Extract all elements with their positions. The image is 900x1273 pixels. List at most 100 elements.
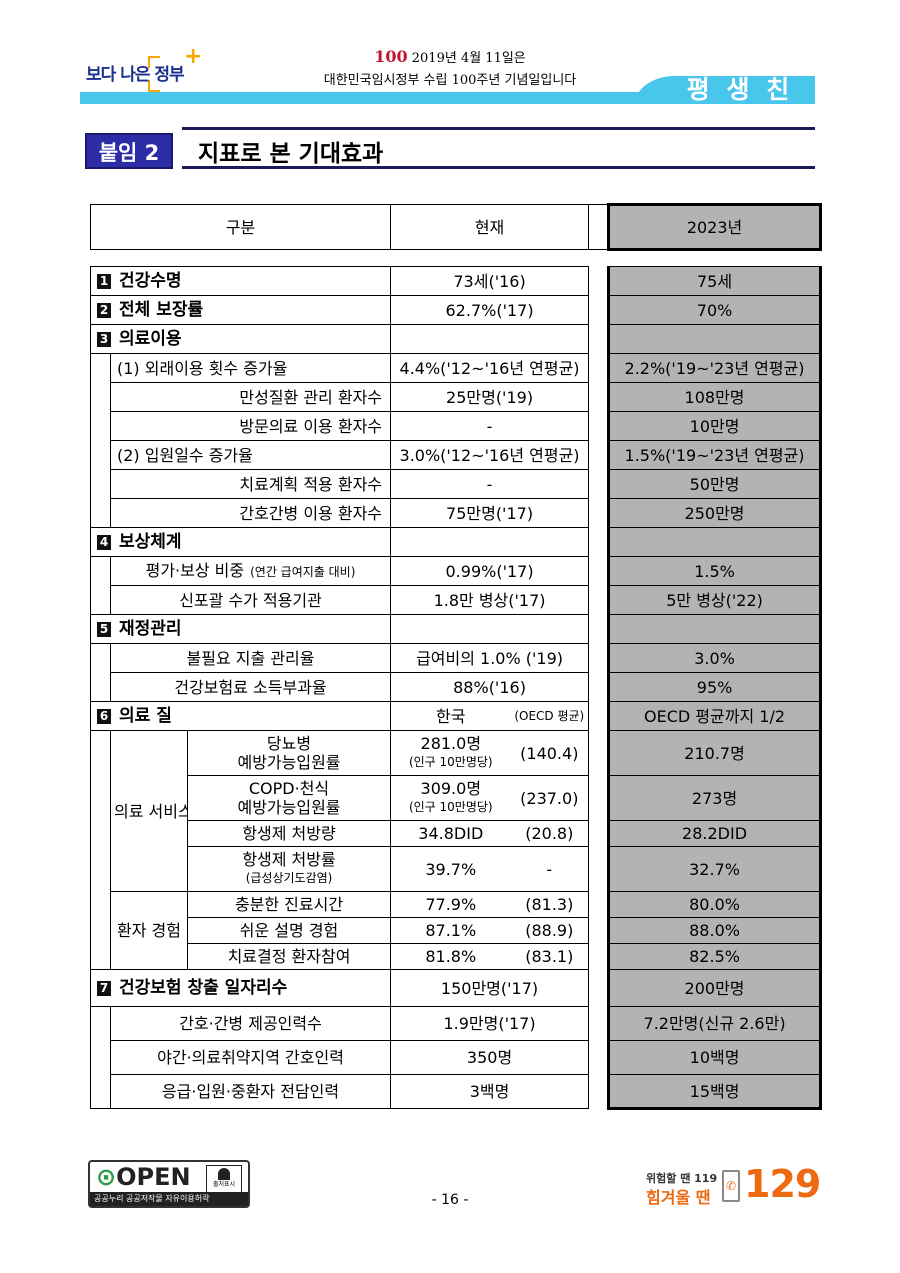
item-current: 25만명('19) [390, 382, 590, 412]
section-current [390, 527, 590, 557]
phone-icon: ✆ [722, 1170, 740, 1202]
section-current: 150만명('17) [390, 969, 590, 1007]
section-current-note: (OECD 평균) [510, 701, 590, 731]
item-label-cell: 평가·보상 비중 (연간 급여지출 대비) [109, 556, 392, 586]
item-label-cell: (2) 입원일수 증가율 [109, 440, 392, 470]
indicator-label: 치료결정 환자참여 [227, 947, 351, 966]
section-target: 200만명 [607, 969, 823, 1007]
indicator-table: 구분 현재 2023년 1 건강수명 73세('16) 75세 2 전체 보장률 62.7%('1… [89, 203, 823, 1110]
item-row: (1) 외래이용 횟수 증가율 4.4%('12~'16년 연평균) 2.2%('1… [90, 353, 823, 528]
header-target: 2023년 [607, 203, 823, 251]
korea-value: 81.8% [425, 947, 477, 966]
item-target: 7.2만명(신규 2.6만) [607, 1006, 823, 1041]
header-current: 현재 [390, 204, 590, 250]
korea-value-cell: 34.8DID [390, 820, 511, 847]
item-label-cell: 야간·의료취약지역 간호인력 [109, 1040, 392, 1075]
item-current: 1.9만명('17) [390, 1006, 590, 1041]
anniversary-notice: 100 2019년 4월 11일은 대한민국임시정부 수립 100주년 기념일입… [300, 46, 600, 92]
item-row: (2) 입원일수 증가율 3.0%('12~'16년 연평균) 1.5%('19~'… [91, 440, 823, 470]
oecd-average: (140.4) [510, 730, 590, 776]
section-number-badge: 4 [97, 534, 111, 550]
indicator-target: 273명 [607, 775, 823, 821]
item-row: 건강보험료 소득부과율 88%('16) 95% [91, 672, 823, 702]
section-label: 3 의료이용 [89, 324, 392, 354]
indent-cell [90, 643, 111, 702]
item-target: 1.5%('19~'23년 연평균) [607, 440, 823, 470]
item-target: 3.0% [607, 643, 823, 673]
korea-value: 77.9% [425, 895, 477, 914]
item-target: 10만명 [607, 411, 823, 441]
item-current: 0.99%('17) [390, 556, 590, 586]
item-label-cell: 간호간병 이용 환자수 [109, 498, 392, 528]
section-title: 의료 질 [119, 705, 172, 726]
title-rule-top [182, 127, 815, 130]
spacer [91, 250, 821, 267]
section-row: 7 건강보험 창출 일자리수 150만명('17) 200만명 [89, 969, 823, 1007]
item-target: 2.2%('19~'23년 연평균) [607, 353, 823, 383]
indicator-label-cell: 항생제 처방량 [186, 820, 392, 847]
indent-cell [90, 730, 111, 970]
section-target: 70% [607, 295, 823, 325]
indicator-label-cell: 치료결정 환자참여 [186, 943, 392, 970]
centennial-emblem: 100 [374, 47, 408, 66]
indicator-label-cell: 당뇨병 예방가능입원률 [186, 730, 392, 776]
attachment-badge: 붙임 2 [85, 133, 173, 169]
section-row: 5 재정관리 [89, 614, 823, 644]
item-label: 야간·의료취약지역 간호인력 [157, 1048, 344, 1067]
quality-row: 항생제 처방률 (급성상기도감염) 39.7% -32.7% [91, 846, 823, 892]
item-label-cell: 건강보험료 소득부과율 [109, 672, 392, 702]
item-label: 건강보험료 소득부과율 [174, 677, 327, 697]
korea-value-cell: 87.1% [390, 917, 511, 944]
header-bar [80, 92, 815, 104]
header-spacer [588, 204, 610, 250]
item-label: 신포괄 수가 적용기관 [179, 590, 322, 610]
section-target: OECD 평균까지 1/2 [607, 701, 823, 731]
item-label: 불필요 지출 관리율 [186, 648, 315, 668]
header-row: 구분 현재 2023년 [89, 203, 823, 251]
section-title: 건강수명 [119, 270, 182, 291]
item-row: 치료계획 적용 환자수 -50만명 [91, 469, 823, 499]
section-label: 2 전체 보장률 [89, 295, 392, 325]
item-row: 신포괄 수가 적용기관 1.8만 병상('17) 5만 병상('22) [91, 585, 823, 615]
indicator-label: 항생제 처방률 [242, 850, 336, 869]
korea-value: 87.1% [425, 921, 477, 940]
indent-cell [90, 353, 111, 528]
item-target: 250만명 [607, 498, 823, 528]
korea-value-cell: 309.0명 (인구 10만명당) [390, 775, 511, 821]
spacer-row [91, 250, 821, 267]
oecd-average: (88.9) [510, 917, 590, 944]
quality-row: 의료 서비스 당뇨병 예방가능입원률 281.0명 (인구 10만명당) (140.4)… [90, 730, 823, 970]
section-target [607, 614, 823, 644]
item-current: 350명 [390, 1040, 590, 1075]
indicator-label-cell: 쉬운 설명 경험 [186, 917, 392, 944]
government-logo: + 보다 나은 정부 [86, 44, 202, 94]
item-target: 1.5% [607, 556, 823, 586]
quality-row: COPD·천식 예방가능입원률 309.0명 (인구 10만명당) (237.0) 27… [91, 775, 823, 821]
item-current: 3.0%('12~'16년 연평균) [390, 440, 590, 470]
item-row: 방문의료 이용 환자수 -10만명 [91, 411, 823, 441]
korea-value-cell: 281.0명 (인구 10만명당) [390, 730, 511, 776]
korea-value-note: (인구 10만명당) [408, 800, 493, 814]
quality-row: 쉬운 설명 경험 87.1% (88.9) 88.0% [91, 917, 823, 944]
item-label-cell: 치료계획 적용 환자수 [109, 469, 392, 499]
section-number-badge: 3 [97, 331, 111, 347]
item-row: 만성질환 관리 환자수 25만명('19) 108만명 [91, 382, 823, 412]
item-current: 4.4%('12~'16년 연평균) [390, 353, 590, 383]
korea-value: 309.0명 [420, 779, 482, 798]
plus-icon: + [184, 44, 203, 69]
indicator-target: 80.0% [607, 891, 823, 918]
section-label: 1 건강수명 [89, 266, 392, 296]
section-current [390, 324, 590, 354]
section-row: 3 의료이용 [89, 324, 823, 354]
korea-value: 281.0명 [420, 734, 482, 753]
section-number-badge: 1 [97, 273, 111, 289]
item-row: 간호간병 이용 환자수 75만명('17) 250만명 [91, 498, 823, 528]
section-row: 1 건강수명 73세('16) 75세 [89, 266, 823, 1109]
group-label: 환자 경험 [110, 891, 188, 970]
open-license-logo: ⊙OPEN 출처표시 공공누리 공공저작물 자유이용허락 [88, 1160, 250, 1208]
header-category: 구분 [89, 204, 392, 250]
item-label: 만성질환 관리 환자수 [239, 387, 383, 407]
oecd-average: (83.1) [510, 943, 590, 970]
indicator-label: 충분한 진료시간 [234, 895, 344, 914]
item-row: 불필요 지출 관리율 급여비의 1.0% ('19) 3.0% [90, 643, 823, 702]
